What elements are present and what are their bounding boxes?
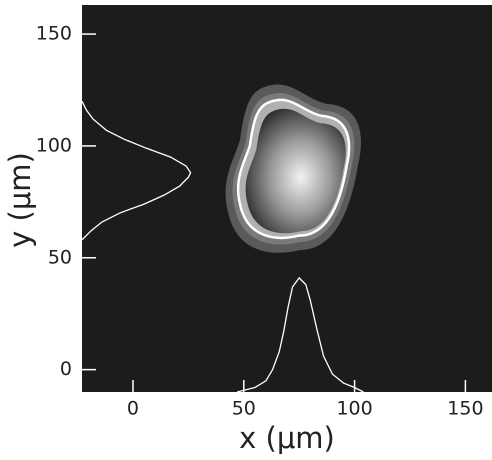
y-tick-label: 100 xyxy=(36,134,72,156)
x-tick-label: 150 xyxy=(447,398,483,420)
intensity-image xyxy=(225,84,361,253)
x-tick-label: 0 xyxy=(127,398,139,420)
y-tick-label: 50 xyxy=(48,246,72,268)
y-profile xyxy=(81,100,192,241)
x-tick-label: 50 xyxy=(232,398,256,420)
x-tick-label: 100 xyxy=(336,398,372,420)
y-tick-label: 0 xyxy=(60,358,72,380)
y-axis-label: y (μm) xyxy=(3,152,37,248)
y-tick-label: 150 xyxy=(36,23,72,45)
x-axis-label: x (μm) xyxy=(239,421,335,455)
x-profile xyxy=(236,276,364,393)
